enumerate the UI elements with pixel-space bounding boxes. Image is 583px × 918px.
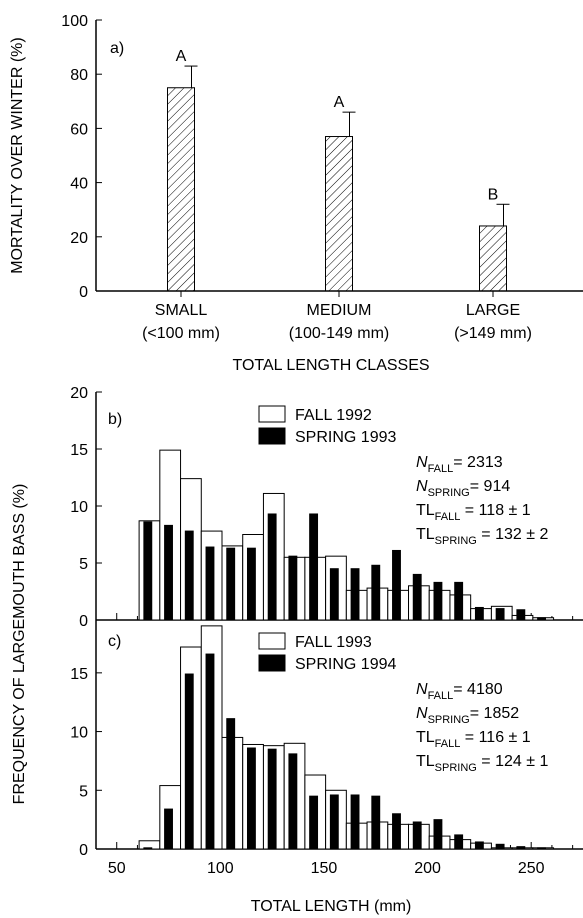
panel-a-x-axis-label: TOTAL LENGTH CLASSES xyxy=(232,357,429,374)
spring-bar xyxy=(288,753,298,850)
legend-label-spring: SPRING 1993 xyxy=(295,429,396,446)
spring-bar xyxy=(309,795,319,850)
category-range: (>149 mm) xyxy=(454,325,532,342)
spring-bar xyxy=(226,718,236,850)
panel-a-y-axis-label: MORTALITY OVER WINTER (%) xyxy=(9,37,26,273)
spring-bar xyxy=(329,794,339,850)
spring-bar xyxy=(184,673,194,850)
xtick-label: 150 xyxy=(311,860,338,877)
stat-line: TLSPRING = 132 ± 2 xyxy=(416,526,548,547)
ytick-label: 10 xyxy=(70,725,88,742)
spring-bar xyxy=(267,748,277,850)
bottom-x-axis-label: TOTAL LENGTH (mm) xyxy=(251,898,412,915)
spring-bar xyxy=(205,546,215,621)
spring-bar xyxy=(392,813,401,850)
legend-label-fall: FALL 1993 xyxy=(295,634,372,651)
panel-label: c) xyxy=(108,633,121,650)
stat-line: TLFALL = 116 ± 1 xyxy=(416,729,531,750)
panel-a-label: a) xyxy=(110,40,124,57)
spring-bar xyxy=(267,513,277,621)
spring-bar xyxy=(495,608,505,621)
spring-bar xyxy=(246,747,256,850)
panel-a-ytick-label: 80 xyxy=(70,67,88,84)
stat-line: TLFALL = 118 ± 1 xyxy=(416,502,531,523)
ytick-label: 0 xyxy=(79,613,88,630)
spring-bar xyxy=(433,819,443,850)
legend-swatch-spring xyxy=(258,427,286,445)
stat-line: NFALL= 2313 xyxy=(416,454,503,475)
legend-label-spring: SPRING 1994 xyxy=(295,656,396,673)
category-range: (100-149 mm) xyxy=(289,325,389,342)
spring-bar xyxy=(537,617,546,621)
ytick-label: 10 xyxy=(70,499,88,516)
significance-letter: B xyxy=(488,186,499,203)
panel-a-ytick-label: 100 xyxy=(61,13,88,30)
spring-bar xyxy=(516,846,526,850)
spring-bar xyxy=(474,841,484,850)
xtick-label: 250 xyxy=(518,860,545,877)
legend-label-fall: FALL 1992 xyxy=(295,407,372,424)
panel-a-ytick-label: 40 xyxy=(70,176,88,193)
panel-label: b) xyxy=(108,411,122,428)
ytick-label: 20 xyxy=(70,385,88,402)
spring-bar xyxy=(226,547,236,621)
spring-bar xyxy=(495,843,505,850)
spring-bar xyxy=(143,521,153,621)
legend-swatch-fall xyxy=(258,632,286,650)
panel-a-mortality-chart: 0 20 40 60 80 100 a) A SMALL (<100 mm) A MEDIUM (100… xyxy=(9,13,583,374)
spring-bar xyxy=(371,795,381,850)
spring-bar xyxy=(184,530,194,621)
ytick-label: 0 xyxy=(79,842,88,859)
mortality-bar xyxy=(325,136,353,292)
panel-a-ytick-label: 60 xyxy=(70,121,88,138)
stat-line: TLSPRING = 124 ± 1 xyxy=(416,753,548,774)
panel-a-ytick-label: 0 xyxy=(79,284,88,301)
mortality-bar xyxy=(167,87,195,292)
spring-bar xyxy=(433,581,443,621)
mortality-bar xyxy=(479,225,507,292)
panel-a-ytick-label: 20 xyxy=(70,230,88,247)
spring-bar xyxy=(516,609,526,621)
spring-bar xyxy=(412,573,422,621)
spring-bar xyxy=(288,555,298,621)
category-name: LARGE xyxy=(466,302,520,319)
shared-y-axis-label: FREQUENCY OF LARGEMOUTH BASS (%) xyxy=(11,484,28,805)
ytick-label: 5 xyxy=(79,783,88,800)
xtick-label: 100 xyxy=(207,860,234,877)
stat-line: NSPRING= 1852 xyxy=(416,705,519,726)
category-name: MEDIUM xyxy=(307,302,372,319)
stat-line: NFALL= 4180 xyxy=(416,681,503,702)
panel-b-histogram: 0 5 10 15 20 b) FALL 1992 SPRING 1993 NFALL= 231… xyxy=(70,385,583,630)
xtick-label: 50 xyxy=(108,860,126,877)
spring-bar xyxy=(246,547,256,621)
xtick-label: 200 xyxy=(414,860,441,877)
spring-bar xyxy=(392,549,401,621)
spring-bar xyxy=(371,564,381,621)
spring-bar xyxy=(537,847,546,850)
legend-swatch-fall xyxy=(258,405,286,423)
ytick-label: 15 xyxy=(70,442,88,459)
panel-c-histogram: 0 5 10 15 50 100 150 200 250 c) FALL 1993 SPRING 19… xyxy=(70,620,583,877)
stat-line: NSPRING= 914 xyxy=(416,478,510,499)
significance-letter: A xyxy=(176,48,187,65)
legend-swatch-spring xyxy=(258,654,286,672)
ytick-label: 15 xyxy=(70,666,88,683)
spring-bar xyxy=(412,821,422,850)
significance-letter: A xyxy=(334,94,345,111)
category-name: SMALL xyxy=(155,302,208,319)
ytick-label: 5 xyxy=(79,556,88,573)
category-range: (<100 mm) xyxy=(142,325,220,342)
spring-bar xyxy=(164,808,173,850)
spring-bar xyxy=(474,606,484,621)
spring-bar xyxy=(164,524,173,621)
spring-bar xyxy=(350,568,360,621)
spring-bar xyxy=(350,794,360,850)
spring-bar xyxy=(143,847,153,850)
spring-bar xyxy=(454,834,464,850)
spring-bar xyxy=(309,513,319,621)
spring-bar xyxy=(205,653,215,850)
spring-bar xyxy=(329,568,339,621)
spring-bar xyxy=(454,581,464,621)
